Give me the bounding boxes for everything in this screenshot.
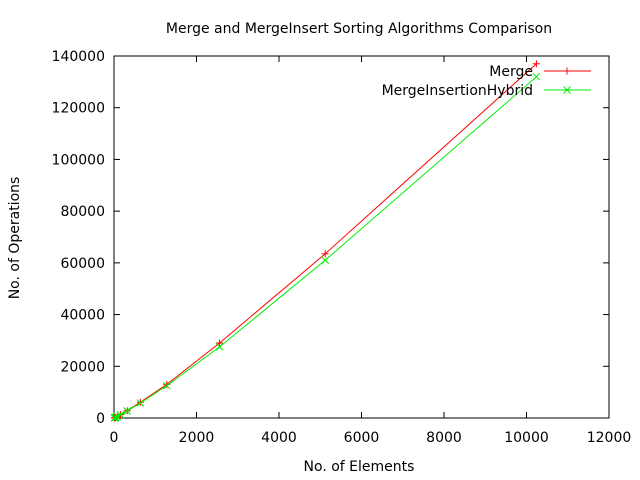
- series-merge: [111, 60, 540, 421]
- x-tick-label: 6000: [344, 430, 380, 446]
- x-tick-label: 10000: [504, 430, 549, 446]
- y-tick-label: 60000: [60, 256, 105, 272]
- data-series: [111, 60, 540, 421]
- x-tick-label: 2000: [179, 430, 215, 446]
- y-tick-label: 20000: [60, 359, 105, 375]
- x-tick-label: 0: [110, 430, 119, 446]
- legend-label: MergeInsertionHybrid: [382, 83, 533, 99]
- x-tick-label: 8000: [426, 430, 462, 446]
- y-axis-label: No. of Operations: [7, 177, 23, 300]
- series-line: [114, 77, 536, 418]
- y-tick-label: 0: [96, 411, 105, 427]
- x-axis: 0 2000 4000 6000 8000 10000 12000: [110, 56, 632, 446]
- legend-item: MergeInsertionHybrid: [382, 83, 591, 99]
- y-tick-label: 80000: [60, 204, 105, 220]
- series-line: [114, 64, 536, 418]
- legend-item: Merge: [489, 64, 591, 80]
- y-tick-label: 140000: [52, 49, 105, 65]
- legend-label: Merge: [489, 64, 533, 80]
- y-tick-label: 120000: [52, 101, 105, 117]
- chart-title: Merge and MergeInsert Sorting Algorithms…: [166, 21, 552, 37]
- x-axis-label: No. of Elements: [304, 459, 415, 475]
- plot-area-frame: [114, 56, 609, 418]
- legend: Merge MergeInsertionHybrid: [382, 64, 591, 99]
- series-mergeinsertionhybrid: [111, 73, 540, 421]
- y-axis: 0 20000 40000 60000 80000 100000 120000 140000: [52, 49, 609, 427]
- y-tick-label: 40000: [60, 308, 105, 324]
- y-tick-label: 100000: [52, 152, 105, 168]
- x-tick-label: 12000: [587, 430, 632, 446]
- x-tick-label: 4000: [261, 430, 297, 446]
